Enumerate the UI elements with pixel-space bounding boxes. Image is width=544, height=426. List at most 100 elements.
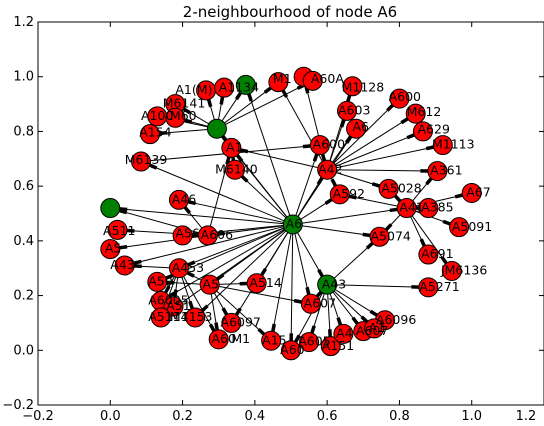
edge-arrow <box>187 200 196 206</box>
node-a154 <box>140 124 161 145</box>
node-a60a <box>302 70 323 91</box>
node-label: M1153 <box>170 309 213 324</box>
node-a67 <box>461 182 482 203</box>
node-label: A1134 <box>219 79 259 94</box>
node-a6b <box>346 118 367 139</box>
y-tick-label: 0.4 <box>13 234 34 249</box>
edge-arrow <box>163 285 171 295</box>
edge <box>326 130 424 171</box>
node-layer <box>100 66 482 361</box>
y-tick-label: 0.2 <box>13 289 34 304</box>
edge <box>270 224 294 341</box>
edge <box>326 113 416 171</box>
node-label: A607 <box>304 295 336 310</box>
node-label: M1128 <box>342 79 385 94</box>
edge-arrow <box>312 153 319 162</box>
edge-arrow <box>148 163 158 170</box>
node-label: A43 <box>110 257 134 272</box>
node-a514 <box>246 273 267 294</box>
plot-frame <box>37 21 544 406</box>
edge-arrow <box>365 241 375 250</box>
node-label: A60 <box>280 342 305 357</box>
node-m6140 <box>224 159 245 180</box>
node-label: A1 <box>226 139 243 154</box>
node-label: A1(M) <box>175 82 212 97</box>
node-a606 <box>197 225 218 246</box>
edge <box>290 224 294 351</box>
node-label: A361 <box>430 163 462 178</box>
edge-arrow <box>164 273 174 280</box>
edge-arrow <box>183 118 193 124</box>
node-label: A6 <box>286 216 303 231</box>
edge-arrow <box>344 135 353 144</box>
node-label: A6 <box>352 119 369 134</box>
edge-arrow <box>257 327 266 336</box>
node-label: A592 <box>333 186 365 201</box>
edge-arrow <box>186 270 195 278</box>
edge-arrow <box>440 256 449 265</box>
edge-arrow <box>188 300 195 310</box>
x-tick-label: 0.8 <box>389 409 410 424</box>
node-a5091 <box>449 217 470 238</box>
edge <box>110 207 293 225</box>
edge-arrow <box>158 131 168 136</box>
node-a5271 <box>418 277 439 298</box>
node-m1153 <box>185 307 206 328</box>
node-label: A6097 <box>221 315 261 330</box>
node-label: M1 <box>231 331 250 346</box>
edge <box>327 144 443 171</box>
node-label: A5091 <box>452 219 492 234</box>
edge <box>194 224 294 318</box>
node-label: A691 <box>421 246 453 261</box>
node-label: A67 <box>466 185 490 200</box>
node-label: A5 <box>105 241 122 256</box>
node-a60r <box>281 340 301 361</box>
edge-arrow <box>351 316 360 326</box>
node-a4 <box>333 323 354 344</box>
node-a600b <box>309 135 330 156</box>
edge-arrow <box>133 259 142 266</box>
y-tick-label: 0.6 <box>13 179 34 194</box>
node-a15 <box>261 330 282 351</box>
node-a607 <box>300 293 321 314</box>
node-a603 <box>337 100 358 121</box>
x-tick-label: 0.4 <box>245 409 266 424</box>
node-label: A606 <box>201 227 233 242</box>
edge <box>327 169 438 172</box>
node-label: A15 <box>262 332 286 347</box>
node-label: A603 <box>338 103 370 118</box>
node-label: A5028 <box>381 181 421 196</box>
node-a56 <box>172 225 193 246</box>
edge-arrow <box>330 178 338 188</box>
node-label: A5271 <box>419 279 459 294</box>
y-tick-label: 1.0 <box>13 70 34 85</box>
x-tick-label: 1.0 <box>461 409 482 424</box>
node-label: A50 <box>148 274 173 289</box>
edge-arrow <box>389 207 398 213</box>
node-m6139 <box>131 151 152 172</box>
node-a1341 <box>235 74 256 95</box>
edge-arrow <box>215 273 225 281</box>
y-tick-label: −0.2 <box>2 398 34 413</box>
node-m60 <box>165 107 186 128</box>
node-label: A60A <box>311 71 344 86</box>
edge-arrow <box>324 197 334 205</box>
node-a43r <box>114 255 135 276</box>
x-axis: −0.2 0.0 0.2 0.4 0.6 0.8 1.0 1.2 <box>22 22 544 424</box>
edge <box>245 84 294 225</box>
edge-arrow <box>317 268 325 278</box>
node-label: A6005 <box>148 293 188 308</box>
node-a361 <box>427 161 448 182</box>
node-label: A56 <box>175 226 200 241</box>
edge-arrow <box>240 174 249 183</box>
edge-arrow <box>442 219 452 226</box>
edge-arrow <box>118 208 128 215</box>
node-label: JM6136 <box>440 263 487 278</box>
node-m1113 <box>432 135 453 156</box>
edge-arrow <box>293 334 301 344</box>
node-label: M6139 <box>125 152 168 167</box>
node-a1r <box>364 318 385 339</box>
edge-arrow <box>386 103 395 112</box>
edge-arrow <box>339 118 346 128</box>
